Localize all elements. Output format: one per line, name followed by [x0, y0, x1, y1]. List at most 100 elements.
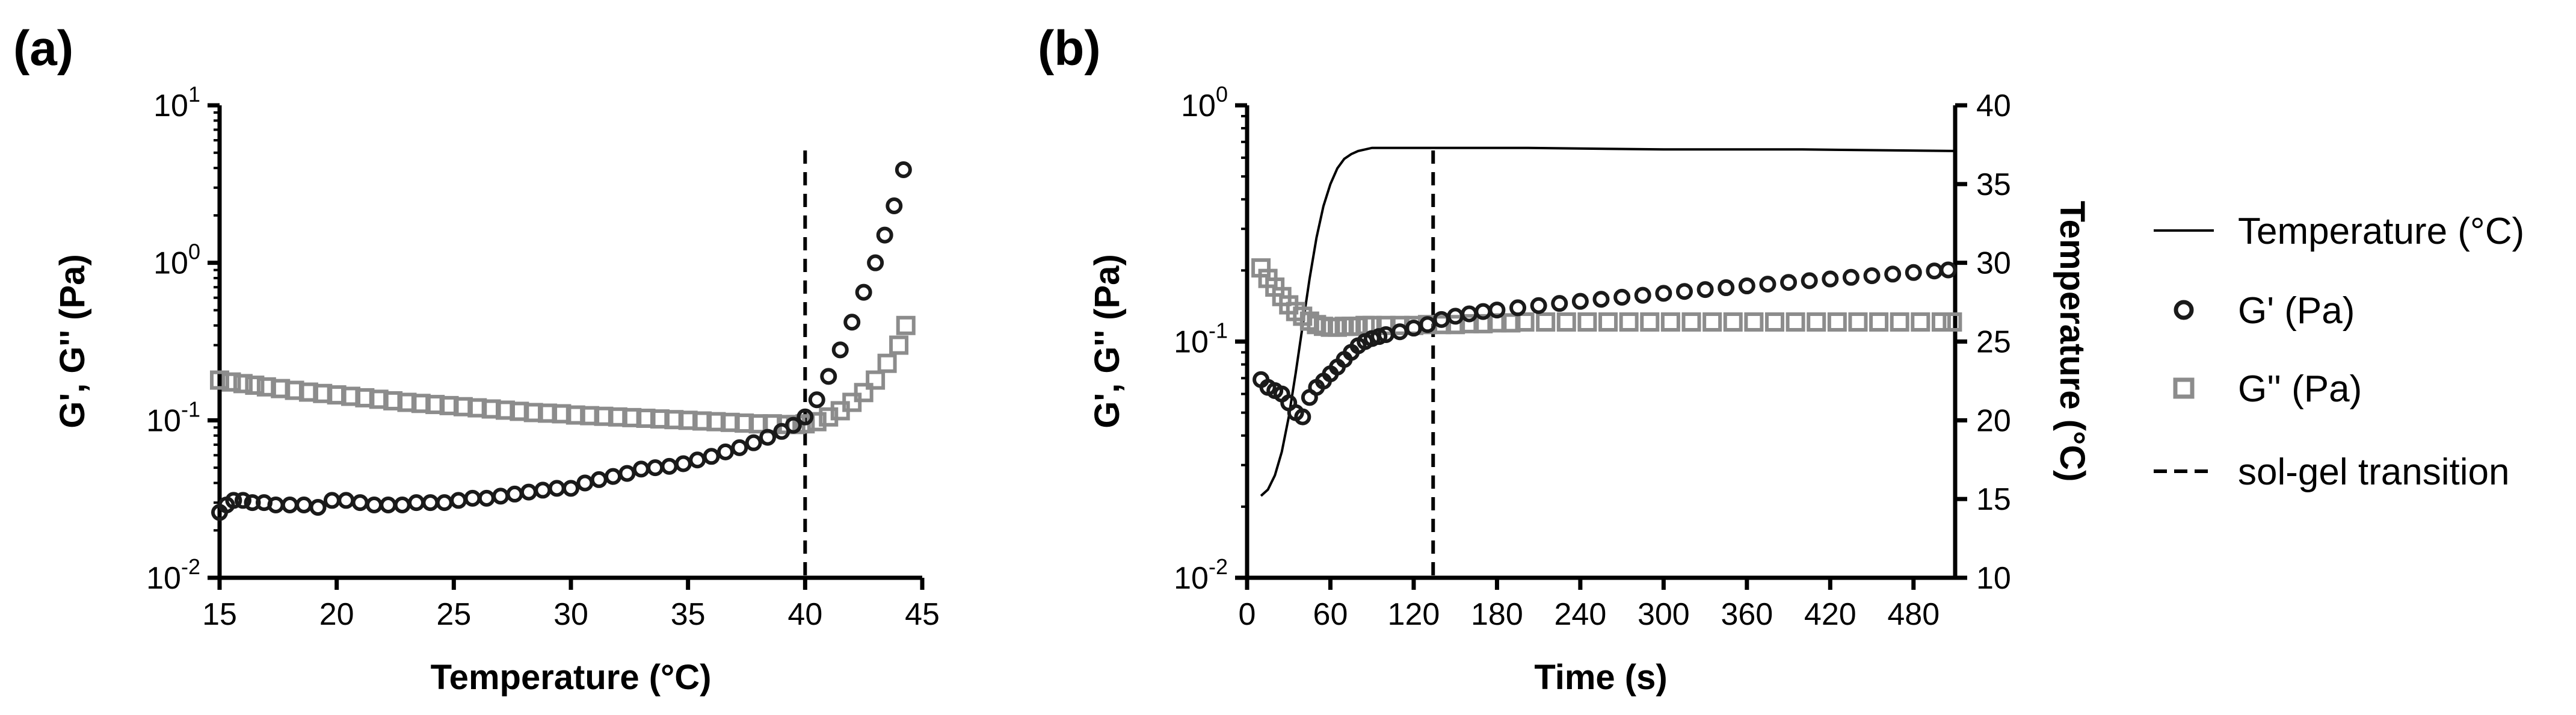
- g-double-prime-point: [1536, 312, 1556, 332]
- g-double-prime-point: [1515, 312, 1535, 332]
- x-tick-label: 480: [1887, 597, 1940, 632]
- panel-b-y-ticks: 10-2 10-1 100: [1174, 82, 1247, 596]
- panel-a-g-prime-series: [211, 161, 912, 521]
- g-prime-point: [1842, 268, 1860, 286]
- g-double-prime-point: [854, 383, 874, 403]
- g-prime-point: [1592, 291, 1610, 308]
- g-prime-point: [520, 483, 537, 501]
- g-prime-point: [867, 254, 884, 271]
- g-prime-point: [1905, 264, 1922, 281]
- g-prime-point: [1488, 302, 1506, 319]
- g-prime-point: [831, 341, 849, 359]
- x-tick-label: 0: [1239, 597, 1256, 632]
- g-double-prime-point: [1911, 312, 1930, 332]
- g-prime-point: [492, 488, 510, 505]
- g-double-prime-point: [1931, 312, 1951, 332]
- g-prime-point: [1884, 265, 1902, 283]
- g-double-prime-point: [1786, 312, 1805, 332]
- g-prime-point: [820, 368, 837, 385]
- panel-b: (b) 0 60 120 180 240 300 360 420 480 10-210-1100…: [1038, 21, 2092, 697]
- g-double-prime-point: [795, 414, 815, 434]
- g-prime-point: [562, 480, 579, 497]
- panel-b-g-double-prime-series: [1251, 258, 1962, 337]
- panel-b-label: (b): [1038, 21, 1101, 76]
- g-prime-point: [876, 226, 893, 244]
- g-prime-point: [1801, 272, 1818, 289]
- g-double-prime-point: [1619, 312, 1639, 332]
- legend-item-g-prime: G' (Pa): [2174, 290, 2355, 332]
- g-prime-point: [225, 492, 242, 509]
- g-prime-point: [1696, 281, 1714, 299]
- g-prime-point: [281, 497, 298, 514]
- g-prime-point: [674, 455, 692, 472]
- legend-square-symbol: [2173, 377, 2195, 399]
- g-prime-point: [1675, 283, 1693, 300]
- g-prime-point: [1780, 274, 1798, 291]
- g-prime-point: [808, 391, 825, 409]
- panel-a-x-label: Temperature (°C): [431, 658, 712, 697]
- g-prime-point: [450, 492, 467, 509]
- g-prime-point: [464, 489, 481, 507]
- g-double-prime-point: [1598, 312, 1618, 332]
- x-tick-label: 35: [671, 597, 706, 632]
- x-tick-label: 45: [905, 597, 940, 632]
- g-double-prime-point: [1890, 312, 1909, 332]
- g-prime-point: [323, 492, 340, 509]
- g-prime-point: [365, 497, 383, 514]
- g-prime-point: [234, 492, 251, 509]
- g-prime-point: [1738, 277, 1755, 295]
- g-double-prime-point: [221, 372, 241, 392]
- g-double-prime-point: [1848, 312, 1868, 332]
- g-prime-point: [605, 468, 622, 485]
- g-prime-point: [1509, 299, 1527, 317]
- x-tick-label: 20: [319, 597, 354, 632]
- g-double-prime-point: [233, 374, 253, 394]
- x-tick-label: 25: [436, 597, 471, 632]
- g-double-prime-point: [877, 353, 897, 373]
- y2-tick-label: 15: [1976, 482, 2011, 517]
- g-prime-point: [1613, 288, 1631, 306]
- g-prime-point: [408, 494, 425, 512]
- y2-tick-label: 20: [1976, 403, 2011, 438]
- g-double-prime-point: [1640, 312, 1660, 332]
- y2-tick-label: 40: [1976, 88, 2011, 123]
- y2-tick-label: 30: [1976, 246, 2011, 281]
- panel-a-x-ticks: 15 20 25 30 35 40 45: [202, 578, 940, 632]
- g-prime-point: [647, 459, 664, 477]
- g-prime-point: [1863, 267, 1881, 285]
- g-double-prime-point: [1723, 312, 1743, 332]
- g-double-prime-point: [1577, 312, 1597, 332]
- g-prime-point: [309, 498, 327, 516]
- g-prime-point: [478, 489, 495, 507]
- y2-tick-label: 10: [1976, 561, 2011, 596]
- g-double-prime-point: [896, 315, 916, 335]
- panel-b-x-label: Time (s): [1534, 658, 1667, 697]
- x-tick-label: 240: [1554, 597, 1606, 632]
- g-prime-point: [661, 457, 678, 475]
- g-prime-point: [632, 460, 650, 478]
- g-prime-point: [784, 416, 802, 434]
- y-tick-label: 100: [1181, 82, 1228, 123]
- g-prime-point: [745, 434, 762, 451]
- g-prime-point: [576, 474, 594, 492]
- x-tick-label: 420: [1804, 597, 1857, 632]
- g-double-prime-point: [866, 370, 886, 390]
- g-prime-point: [590, 471, 608, 488]
- legend: Temperature (°C) G' (Pa) G'' (Pa) sol-ge…: [2154, 211, 2524, 493]
- g-prime-point: [1294, 408, 1311, 426]
- x-tick-label: 300: [1638, 597, 1690, 632]
- g-prime-point: [797, 408, 814, 426]
- legend-label-g-double-prime: G'' (Pa): [2238, 368, 2362, 410]
- g-double-prime-point: [1681, 312, 1701, 332]
- g-prime-point: [337, 492, 355, 509]
- panel-b-y2-label: Temperature (°C): [2053, 201, 2092, 482]
- g-prime-point: [895, 161, 912, 179]
- panel-a: (a) 15 20 25 30 35 40 45 10-2 10-1 100 101 Temper…: [13, 21, 940, 697]
- g-double-prime-point: [1556, 312, 1576, 332]
- y-tick-label: 10-2: [146, 554, 200, 596]
- panel-a-label: (a): [13, 21, 73, 76]
- y2-tick-label: 35: [1976, 167, 2011, 202]
- g-prime-point: [1419, 316, 1437, 333]
- g-prime-point: [716, 443, 734, 460]
